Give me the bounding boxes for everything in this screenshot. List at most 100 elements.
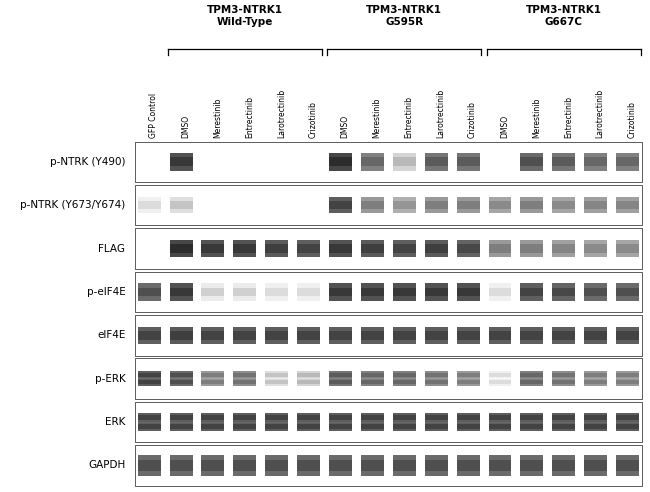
Bar [135, 359, 642, 399]
Bar [138, 296, 161, 301]
Bar [233, 413, 256, 423]
Bar [202, 422, 224, 424]
Bar [552, 296, 575, 301]
Bar [393, 371, 416, 379]
Bar [521, 283, 543, 288]
Bar [424, 153, 448, 157]
Bar [361, 377, 384, 379]
Bar [424, 422, 448, 424]
Bar [616, 377, 639, 379]
Bar [456, 253, 480, 257]
Bar [135, 402, 642, 442]
Text: Crizotinib: Crizotinib [468, 101, 477, 138]
Bar [138, 283, 161, 301]
Bar [521, 283, 543, 301]
Bar [393, 455, 416, 460]
Bar [424, 420, 448, 423]
Bar [489, 296, 512, 301]
Bar [233, 422, 256, 424]
Bar [135, 185, 642, 225]
Bar [424, 339, 448, 344]
Text: Larotrectinib: Larotrectinib [436, 89, 445, 138]
Bar [233, 253, 256, 257]
Bar [456, 327, 480, 331]
Bar [138, 471, 161, 476]
Bar [424, 327, 448, 331]
Bar [424, 422, 448, 431]
Bar [616, 197, 639, 214]
Bar [489, 327, 512, 344]
Bar [202, 471, 224, 476]
Bar [552, 429, 575, 431]
Bar [584, 377, 607, 379]
Bar [202, 327, 224, 344]
Bar [202, 377, 224, 379]
Bar [456, 197, 480, 214]
Bar [265, 327, 288, 344]
Bar [329, 339, 352, 344]
Bar [456, 296, 480, 301]
Bar [202, 422, 224, 431]
Bar [393, 422, 416, 424]
Bar [489, 339, 512, 344]
Bar [424, 253, 448, 257]
Bar [265, 429, 288, 431]
Bar [265, 327, 288, 331]
Bar [456, 153, 480, 157]
Bar [329, 384, 352, 386]
Bar [424, 241, 448, 257]
Bar [170, 455, 192, 460]
Bar [135, 359, 642, 399]
Bar [329, 153, 352, 171]
Bar [202, 241, 224, 245]
Bar [456, 153, 480, 171]
Bar [361, 197, 384, 201]
Text: p-NTRK (Y490): p-NTRK (Y490) [50, 157, 125, 167]
Bar [361, 413, 384, 423]
Bar [265, 413, 288, 423]
Bar [202, 455, 224, 476]
Bar [424, 378, 448, 386]
Bar [456, 327, 480, 344]
Bar [265, 283, 288, 301]
Bar [552, 241, 575, 257]
Bar [584, 339, 607, 344]
Bar [329, 327, 352, 331]
Bar [424, 153, 448, 171]
Bar [170, 422, 192, 431]
Bar [170, 377, 192, 379]
Bar [521, 241, 543, 257]
Bar [361, 429, 384, 431]
Bar [138, 429, 161, 431]
Bar [265, 371, 288, 379]
Bar [329, 153, 352, 157]
Bar [456, 422, 480, 431]
Bar [456, 166, 480, 171]
Bar [489, 241, 512, 245]
Bar [521, 166, 543, 171]
Bar [521, 327, 543, 331]
Bar [393, 153, 416, 157]
Bar [456, 413, 480, 415]
Bar [616, 471, 639, 476]
Bar [521, 378, 543, 380]
Bar [393, 327, 416, 331]
Bar [297, 371, 320, 379]
Bar [233, 429, 256, 431]
Bar [265, 241, 288, 245]
Text: TPM3-NTRK1
G595R: TPM3-NTRK1 G595R [367, 5, 442, 27]
Bar [584, 166, 607, 171]
Bar [489, 413, 512, 415]
Bar [170, 197, 192, 201]
Bar [393, 413, 416, 415]
Bar [329, 283, 352, 301]
Bar [521, 429, 543, 431]
Bar [361, 283, 384, 301]
Bar [170, 241, 192, 257]
Bar [616, 422, 639, 424]
Bar [361, 197, 384, 214]
Bar [393, 197, 416, 214]
Bar [233, 327, 256, 344]
Bar [233, 283, 256, 288]
Bar [424, 197, 448, 214]
